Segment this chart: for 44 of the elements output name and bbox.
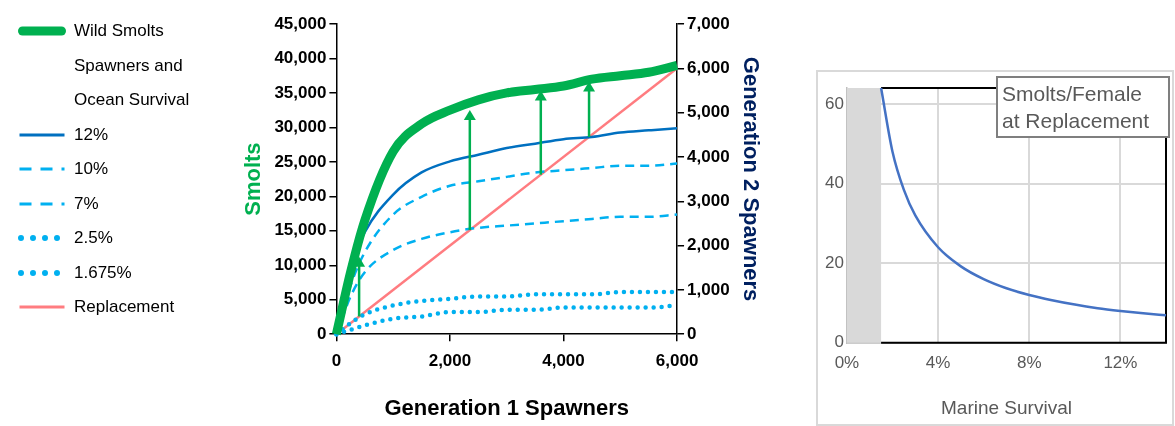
y-tick-label: 45,000 (274, 13, 327, 33)
x-tick-label: 0 (331, 351, 342, 371)
y-tick-label: 15,000 (274, 220, 327, 240)
y-tick-label: 40,000 (274, 48, 327, 68)
y2-tick-label: 4,000 (687, 146, 730, 166)
y-tick-label: 40 (824, 173, 844, 193)
legend-label: 10% (74, 158, 109, 180)
y2-tick-label: 6,000 (687, 58, 730, 77)
legend-label: 12% (74, 123, 109, 146)
legend-label: 2.5% (74, 227, 113, 249)
y2-tick-label: 2,000 (687, 235, 730, 255)
y2-tick-label: 5,000 (687, 102, 730, 122)
x-tick-label: 2,000 (428, 351, 472, 371)
y2-tick-label: 1,000 (687, 279, 730, 299)
x-axis-title: Generation 1 Spawners (384, 394, 629, 420)
y-tick-label: 60 (824, 93, 844, 113)
x-tick-label: 8% (1016, 352, 1042, 372)
y-tick-label: 0 (316, 323, 327, 343)
legend-title: Spawners and Ocean Survival (73, 54, 191, 111)
y-tick-label: 30,000 (274, 117, 327, 137)
y-tick-label: 10,000 (274, 254, 327, 274)
y2-tick-label: 7,000 (687, 13, 730, 33)
y-axis-title: Smolts (240, 142, 266, 216)
y2-tick-label: 0 (687, 323, 697, 343)
y-tick-label: 20 (824, 252, 844, 272)
x-tick-label: 6,000 (655, 351, 699, 371)
legend-label: Wild Smolts (74, 20, 164, 42)
y-tick-label: 0 (834, 332, 844, 352)
x-tick-label: 4,000 (542, 351, 585, 371)
x-tick-label: 0% (834, 352, 860, 372)
chart-title: Smolts/Female at Replacement (996, 76, 1170, 138)
legend-label: 1.675% (74, 261, 132, 284)
x-axis-title: Marine Survival (940, 396, 1072, 418)
legend-label: 7% (74, 192, 99, 215)
line-series (879, 86, 1168, 317)
y-tick-label: 35,000 (274, 82, 327, 102)
y-tick-label: 5,000 (283, 289, 327, 309)
y-tick-label: 25,000 (274, 151, 327, 171)
x-tick-label: 12% (1103, 352, 1138, 372)
x-tick-label: 4% (925, 352, 951, 372)
y2-tick-label: 3,000 (687, 190, 730, 210)
legend-label: Replacement (74, 296, 175, 318)
y2-axis-title: Generation 2 Spawners (738, 56, 764, 302)
y-tick-label: 20,000 (274, 186, 327, 206)
